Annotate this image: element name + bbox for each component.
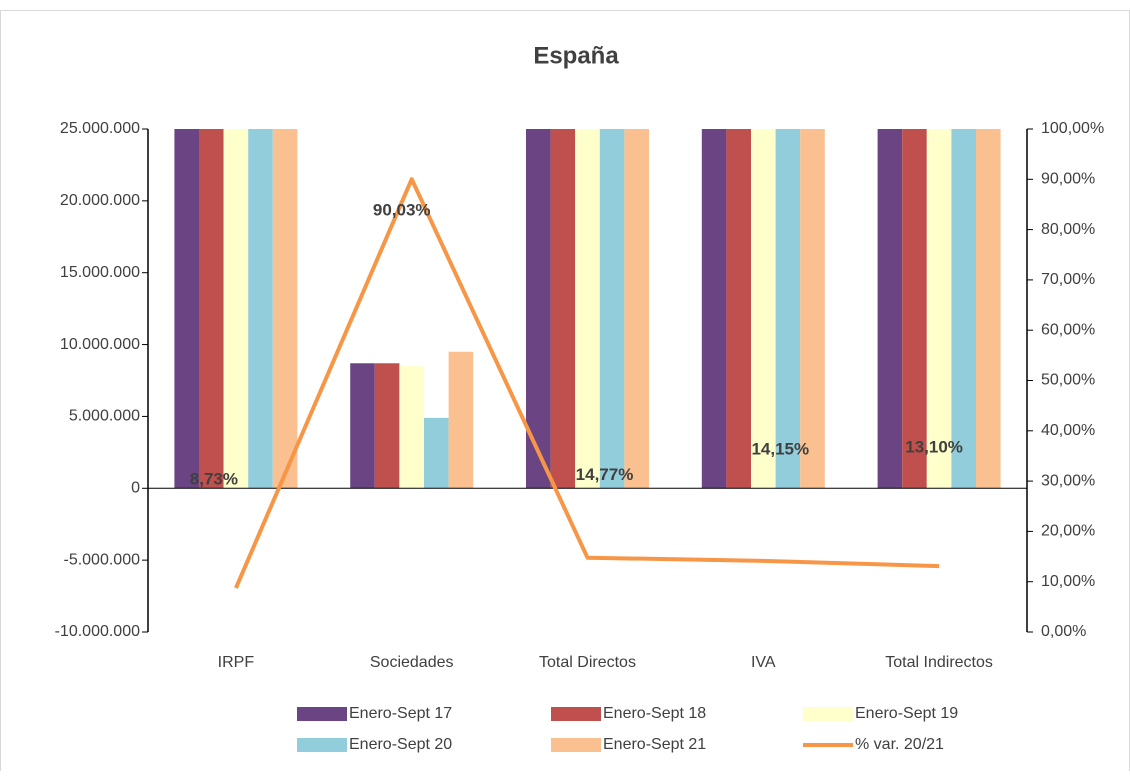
bar <box>599 129 625 489</box>
y-tick-label: 10.000.000 <box>60 336 140 353</box>
y2-tick-label: 90,00% <box>1041 171 1095 188</box>
data-label: 13,10% <box>905 438 963 457</box>
y-tick-label: 5.000.000 <box>69 408 140 425</box>
bar <box>174 129 199 489</box>
y2-tick-label: 80,00% <box>1041 221 1095 238</box>
bar-layer <box>174 129 1001 489</box>
y-tick-label: -5.000.000 <box>63 551 140 568</box>
bar <box>223 129 249 489</box>
bar <box>350 363 375 489</box>
data-label: 14,77% <box>576 465 634 484</box>
y2-tick-label: 20,00% <box>1041 523 1095 540</box>
legend-label: % var. 20/21 <box>855 736 944 753</box>
legend-label: Enero-Sept 17 <box>349 705 452 722</box>
legend-swatch <box>297 738 347 752</box>
y-tick-label: 15.000.000 <box>60 264 140 281</box>
x-tick-label: Total Directos <box>539 654 636 671</box>
x-tick-label: IRPF <box>218 654 255 671</box>
bar <box>751 129 776 489</box>
y2-tick-label: 60,00% <box>1041 321 1095 338</box>
bar <box>575 129 600 489</box>
bar <box>800 129 825 489</box>
x-tick-label: Total Indirectos <box>885 654 993 671</box>
bar <box>424 417 449 489</box>
bar <box>976 129 1001 489</box>
legend-label: Enero-Sept 20 <box>349 736 452 753</box>
y-tick-label: 20.000.000 <box>60 192 140 209</box>
y2-tick-label: 100,00% <box>1041 120 1104 137</box>
line-series <box>234 177 940 589</box>
bar <box>448 351 474 489</box>
data-label: 14,15% <box>751 439 809 458</box>
y2-tick-label: 30,00% <box>1041 472 1095 489</box>
bar <box>399 366 424 489</box>
bar <box>951 129 976 489</box>
y-tick-label: 0 <box>131 480 140 497</box>
y2-tick-label: 0,00% <box>1041 623 1086 640</box>
data-label: 8,73% <box>190 470 238 489</box>
bar <box>926 129 952 489</box>
legend-swatch <box>551 738 601 752</box>
x-tick-label: Sociedades <box>370 654 454 671</box>
legend-swatch <box>803 707 853 721</box>
bar <box>726 129 751 489</box>
bar <box>374 363 400 489</box>
legend-label: Enero-Sept 19 <box>855 705 958 722</box>
legend-label: Enero-Sept 18 <box>603 705 706 722</box>
y-tick-label: 25.000.000 <box>60 120 140 137</box>
chart-title: España <box>533 42 619 69</box>
x-tick-label: IVA <box>751 654 776 671</box>
data-label: 90,03% <box>373 201 431 220</box>
bar <box>248 129 273 489</box>
legend-swatch <box>551 707 601 721</box>
bar <box>272 129 298 489</box>
bar <box>902 129 927 489</box>
y2-tick-label: 10,00% <box>1041 573 1095 590</box>
bar <box>199 129 224 489</box>
y2-tick-label: 40,00% <box>1041 422 1095 439</box>
bar <box>775 129 801 489</box>
y2-tick-label: 50,00% <box>1041 372 1095 389</box>
legend-swatch <box>297 707 347 721</box>
bar <box>526 129 551 489</box>
bar <box>877 129 903 489</box>
bar <box>624 129 649 489</box>
bar <box>701 129 727 489</box>
legend-label: Enero-Sept 21 <box>603 736 706 753</box>
bar <box>550 129 576 489</box>
y2-tick-label: 70,00% <box>1041 271 1095 288</box>
y-tick-label: -10.000.000 <box>55 623 141 640</box>
